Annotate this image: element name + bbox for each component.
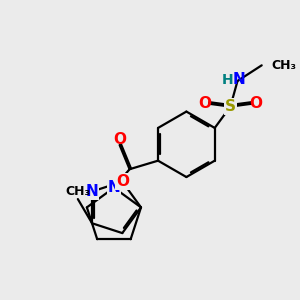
Text: H: H	[222, 73, 233, 87]
Text: N: N	[86, 184, 98, 199]
Text: O: O	[198, 96, 211, 111]
Text: CH₃: CH₃	[272, 59, 297, 72]
Text: S: S	[225, 99, 236, 114]
Text: N: N	[108, 180, 120, 195]
Text: CH₃: CH₃	[65, 185, 90, 199]
Text: N: N	[232, 72, 245, 87]
Text: O: O	[116, 174, 129, 189]
Text: O: O	[250, 96, 262, 111]
Text: O: O	[113, 132, 126, 147]
